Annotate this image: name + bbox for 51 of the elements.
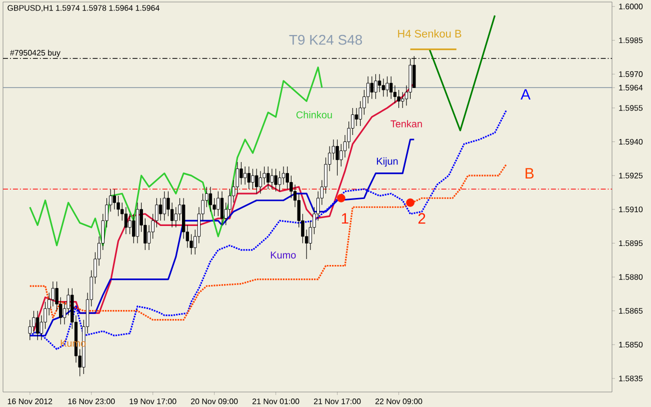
candlestick: [158, 198, 162, 221]
line-series: [29, 138, 415, 336]
line-series: [29, 109, 508, 350]
candlestick: [258, 170, 262, 194]
candlestick: [389, 76, 393, 99]
candlestick: [124, 206, 128, 234]
series-label: Tenkan: [390, 120, 422, 128]
candlestick: [274, 168, 278, 192]
candlestick: [132, 213, 136, 244]
candlestick: [278, 170, 282, 192]
candlestick: [32, 310, 36, 334]
series-label: H4 Senkou B: [398, 29, 462, 38]
annotation: T9 K24 S48: [289, 34, 362, 45]
candlestick: [216, 190, 220, 216]
candlestick: [358, 100, 362, 126]
candlestick: [282, 166, 286, 185]
candlestick: [270, 168, 274, 190]
candlestick: [378, 74, 382, 92]
candlestick: [382, 78, 385, 97]
candlestick: [255, 168, 258, 194]
series-label: 1: [342, 213, 348, 224]
candlestick: [286, 166, 289, 190]
series-label: Chinkou: [296, 110, 332, 118]
series-label: 2: [418, 212, 426, 224]
candlestick: [208, 186, 212, 212]
candlestick: [374, 74, 378, 99]
candlestick: [386, 76, 389, 97]
candlestick: [162, 190, 166, 221]
candlestick: [170, 202, 174, 228]
candlestick: [247, 166, 251, 190]
candlestick: [370, 76, 374, 99]
candlestick: [128, 213, 132, 234]
series-label: Kijun: [376, 157, 398, 166]
candlestick: [266, 166, 270, 190]
series-label: A: [520, 89, 531, 100]
candlestick: [147, 224, 151, 250]
candlestick: [393, 84, 397, 104]
candlestick: [243, 166, 247, 185]
candlestick: [220, 190, 224, 226]
candlestick: [36, 310, 40, 340]
series-label: B: [526, 168, 534, 178]
candlestick: [28, 319, 32, 340]
candlestick: [240, 162, 243, 185]
candlestick: [397, 89, 400, 108]
candlestick: [251, 168, 254, 190]
candlestick: [174, 206, 178, 228]
candlestick: [336, 138, 339, 176]
candlestick: [51, 280, 55, 306]
annotation: Kumo: [270, 251, 296, 258]
candlestick: [112, 188, 116, 210]
candlestick: [354, 107, 358, 126]
